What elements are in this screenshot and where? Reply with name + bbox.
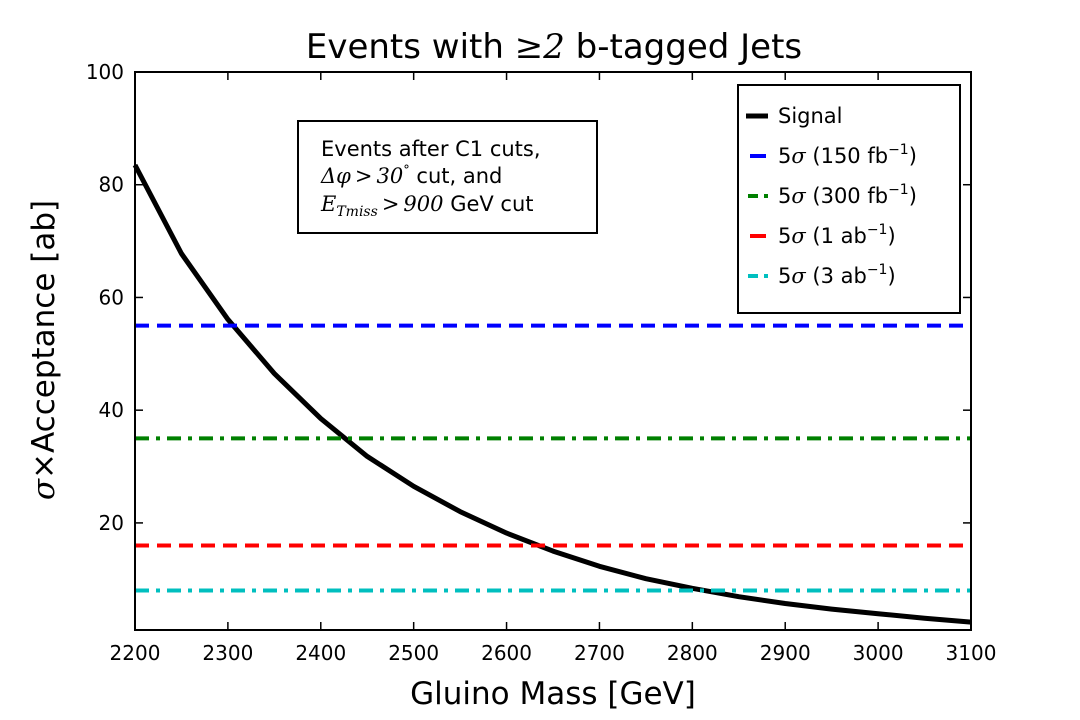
- legend-label-3: 5σ (1 ab−1): [778, 222, 896, 248]
- legend-label-1: 5σ (150 fb−1): [778, 142, 917, 168]
- annotation-line-2: Δφ >30° cut, and: [320, 163, 502, 188]
- legend-label-0: Signal: [778, 104, 843, 128]
- x-tick-label-2: 2400: [295, 641, 346, 665]
- plot-frame: [134, 71, 972, 631]
- series-layer: [132, 163, 972, 625]
- chart-title: Events with ≥2 b-tagged Jets: [306, 27, 802, 67]
- annotation-line-3: ETmiss >900 GeV cut: [320, 192, 534, 220]
- series-line-0: [132, 163, 972, 625]
- ticks-layer: 2200 2300 2400 2500 2600 2700 2800 2900 3000 3100…: [86, 60, 997, 665]
- x-tick-label-1: 2300: [202, 641, 253, 665]
- annotation-line-1: Events after C1 cuts,: [321, 137, 541, 161]
- y-tick-label-4: 100: [86, 60, 124, 84]
- y-tick-label-2: 60: [99, 285, 124, 309]
- y-tick-label-1: 40: [99, 398, 124, 422]
- legend-label-4: 5σ (3 ab−1): [778, 262, 896, 288]
- annotation-box: Events after C1 cuts, Δφ >30° cut, and ET…: [297, 120, 598, 234]
- y-tick-label-0: 20: [99, 511, 124, 535]
- annotation-frame: [297, 120, 598, 234]
- x-tick-label-5: 2700: [574, 641, 625, 665]
- x-tick-label-4: 2600: [481, 641, 532, 665]
- x-tick-label-0: 2200: [110, 641, 161, 665]
- x-axis-label: Gluino Mass [GeV]: [410, 676, 696, 712]
- legend-items: Signal 5σ (150 fb−1) 5σ (300 fb−1) 5σ (1 ab…: [746, 104, 917, 288]
- legend: Signal 5σ (150 fb−1) 5σ (300 fb−1) 5σ (1 ab…: [737, 84, 961, 314]
- x-tick-label-7: 2900: [760, 641, 811, 665]
- legend-frame: [737, 84, 961, 314]
- x-tick-label-6: 2800: [667, 641, 718, 665]
- y-tick-label-3: 80: [99, 173, 124, 197]
- x-tick-label-9: 3100: [946, 641, 997, 665]
- y-axis-label: σ×Acceptance [ab]: [26, 200, 62, 500]
- x-tick-label-8: 3000: [853, 641, 904, 665]
- x-tick-label-3: 2500: [388, 641, 439, 665]
- legend-label-2: 5σ (300 fb−1): [778, 182, 917, 208]
